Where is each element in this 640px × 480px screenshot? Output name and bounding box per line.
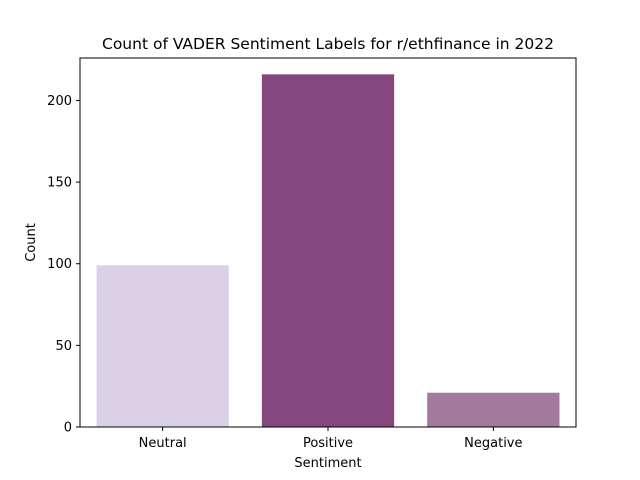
y-tick-label: 100	[47, 257, 72, 272]
x-axis-label: Sentiment	[294, 456, 361, 471]
x-tick-label: Neutral	[139, 436, 187, 451]
bars-group	[96, 74, 560, 428]
y-tick-label: 150	[47, 176, 72, 191]
x-axis-ticks: Neutral Positive Negative	[139, 427, 523, 451]
y-tick-label: 0	[64, 421, 72, 436]
chart-title: Count of VADER Sentiment Labels for r/et…	[102, 35, 554, 53]
y-axis-label: Count	[24, 223, 39, 262]
y-axis-ticks: 0 50 100 150 200	[47, 94, 80, 436]
plot-frame	[79, 57, 577, 428]
x-tick-label: Positive	[303, 436, 353, 451]
bar-negative	[427, 392, 560, 427]
y-tick-label: 200	[47, 94, 72, 109]
bar-neutral	[96, 265, 229, 427]
x-tick-label: Negative	[464, 436, 522, 451]
y-tick-label: 50	[55, 339, 72, 354]
bar-positive	[261, 74, 395, 428]
